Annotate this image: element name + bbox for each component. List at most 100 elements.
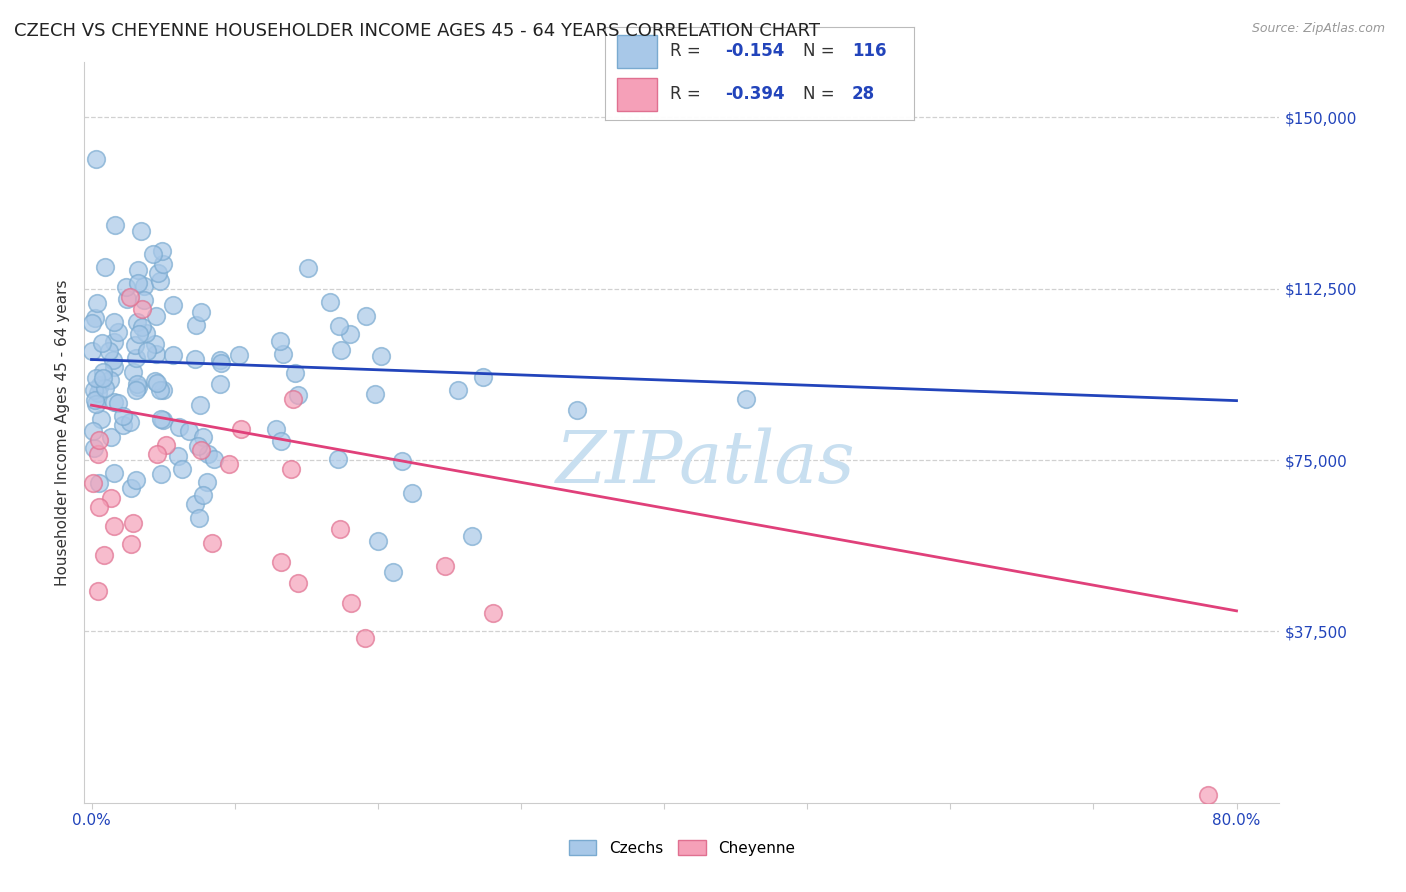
Point (128, 327, 150, 342)
FancyBboxPatch shape (617, 35, 657, 68)
Point (120, 481, 142, 495)
Point (125, 351, 148, 365)
Point (111, 418, 134, 433)
Point (94, 260, 117, 274)
Point (118, 290, 141, 304)
Point (82, 424, 104, 438)
Point (89, 500, 111, 514)
Point (122, 516, 145, 531)
Point (735, 392, 758, 406)
Point (326, 452, 349, 467)
Point (370, 349, 392, 363)
Point (364, 387, 387, 401)
Text: Source: ZipAtlas.com: Source: ZipAtlas.com (1251, 22, 1385, 36)
Point (103, 315, 125, 329)
Point (149, 274, 172, 288)
Point (195, 475, 218, 489)
Point (121, 365, 143, 379)
Point (461, 529, 484, 543)
Point (186, 318, 208, 332)
Point (228, 348, 250, 362)
Point (86, 295, 108, 310)
Point (84, 152, 107, 166)
Point (202, 451, 225, 466)
Point (107, 396, 129, 410)
Point (83, 384, 105, 398)
Point (91, 371, 114, 385)
Point (283, 392, 305, 407)
Point (131, 319, 153, 334)
Point (482, 607, 505, 621)
Point (149, 412, 172, 426)
Point (103, 467, 125, 481)
Point (401, 486, 423, 500)
Point (152, 257, 174, 271)
Point (103, 395, 125, 409)
Point (93, 548, 115, 562)
Text: R =: R = (669, 86, 706, 103)
Point (127, 380, 149, 394)
Point (89, 378, 111, 392)
Point (167, 449, 190, 463)
Point (167, 419, 190, 434)
Point (565, 403, 588, 417)
Point (150, 244, 173, 259)
Point (145, 376, 167, 391)
Point (86, 447, 108, 461)
Point (218, 457, 240, 471)
Point (208, 353, 231, 368)
Point (297, 260, 319, 275)
Point (190, 305, 212, 319)
Point (145, 309, 167, 323)
Point (93, 381, 115, 395)
Point (118, 415, 141, 429)
Point (103, 335, 125, 350)
Point (150, 467, 173, 482)
Point (329, 522, 352, 536)
Point (111, 409, 134, 423)
Point (270, 555, 292, 569)
Point (339, 596, 361, 610)
Point (229, 422, 252, 436)
Point (287, 576, 309, 591)
Point (270, 434, 292, 449)
Y-axis label: Householder Income Ages 45 - 64 years: Householder Income Ages 45 - 64 years (55, 279, 70, 586)
Point (104, 219, 127, 233)
Point (269, 334, 291, 348)
Point (127, 314, 149, 328)
Point (146, 446, 169, 460)
Point (127, 376, 149, 391)
Point (84, 310, 107, 325)
Legend: Czechs, Cheyenne: Czechs, Cheyenne (562, 834, 801, 862)
Point (83, 442, 105, 456)
Point (209, 356, 232, 370)
Point (354, 309, 377, 323)
Point (91, 364, 114, 378)
Point (271, 347, 294, 361)
Point (208, 377, 231, 392)
Point (86, 371, 108, 385)
Point (284, 366, 307, 380)
Point (84, 392, 107, 407)
Point (136, 343, 159, 358)
Point (134, 293, 156, 308)
Point (107, 325, 129, 339)
Point (101, 353, 124, 368)
Point (115, 292, 138, 306)
Point (155, 438, 177, 452)
Point (190, 442, 212, 457)
Point (319, 295, 342, 310)
Point (89, 433, 111, 447)
Point (127, 276, 149, 290)
Point (87, 584, 110, 599)
Point (330, 343, 353, 357)
Point (187, 510, 209, 524)
Point (100, 491, 122, 506)
Point (120, 537, 142, 551)
Text: 28: 28 (852, 86, 875, 103)
Point (172, 462, 194, 476)
Point (152, 383, 174, 397)
Point (125, 383, 148, 397)
Point (80, 343, 103, 358)
Point (183, 497, 205, 511)
